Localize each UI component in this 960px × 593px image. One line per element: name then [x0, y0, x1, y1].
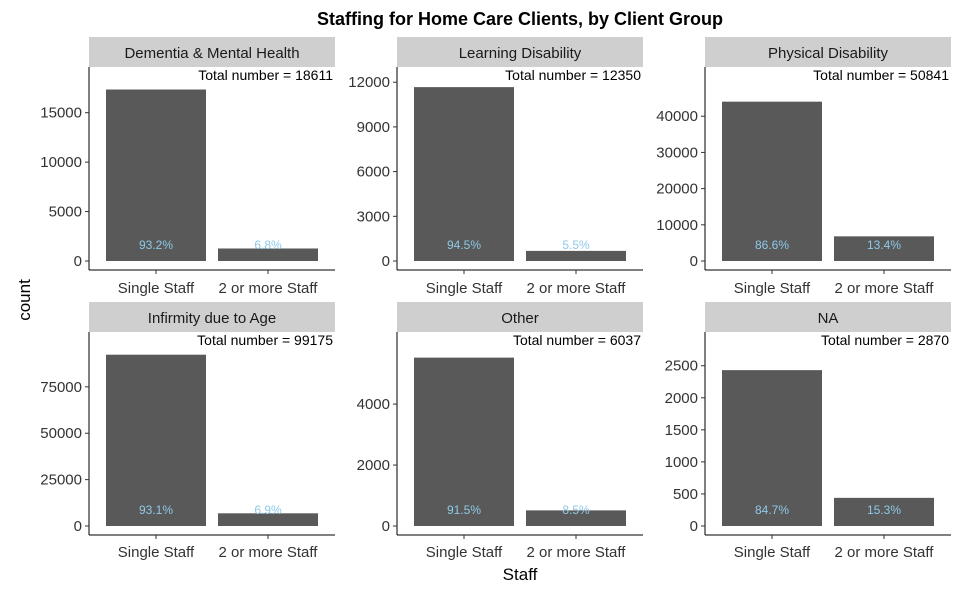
- bar: [722, 370, 822, 526]
- facet-strip-label: Other: [501, 310, 539, 327]
- y-tick-label: 50000: [40, 425, 82, 442]
- percent-label: 93.2%: [139, 238, 173, 252]
- bar: [834, 497, 934, 526]
- facet-panel: Learning Disability 94.5% 5.5% Total number…: [348, 37, 643, 297]
- total-label: Total number = 99175: [197, 332, 333, 348]
- bar: [106, 89, 206, 261]
- facet-strip-label: Dementia & Mental Health: [124, 45, 299, 62]
- y-tick-label: 1500: [665, 422, 698, 439]
- x-tick-label: 2 or more Staff: [835, 544, 935, 561]
- percent-label: 91.5%: [447, 503, 481, 517]
- bar: [526, 510, 626, 526]
- x-tick-label: Single Staff: [118, 280, 195, 297]
- total-label: Total number = 2870: [821, 332, 949, 348]
- facet-strip: [89, 302, 335, 332]
- y-tick-label: 3000: [357, 208, 390, 225]
- bar: [106, 354, 206, 526]
- x-tick-label: 2 or more Staff: [527, 544, 627, 561]
- percent-label: 6.9%: [254, 503, 282, 517]
- facet-panel: Physical Disability 86.6% 13.4% Total numbe…: [656, 37, 951, 297]
- y-tick-label: 15000: [40, 105, 82, 122]
- y-tick-label: 10000: [40, 154, 82, 171]
- y-tick-label: 20000: [656, 181, 698, 198]
- y-tick-label: 5000: [49, 204, 82, 221]
- x-tick-label: 2 or more Staff: [219, 280, 319, 297]
- y-tick-label: 2000: [357, 457, 390, 474]
- facet-strip-label: Infirmity due to Age: [148, 310, 276, 327]
- y-tick-label: 9000: [357, 119, 390, 136]
- y-tick-label: 500: [673, 486, 698, 503]
- facet-strip-label: Physical Disability: [768, 45, 889, 62]
- x-tick-label: 2 or more Staff: [219, 544, 319, 561]
- percent-label: 15.3%: [867, 503, 901, 517]
- y-tick-label: 2000: [665, 390, 698, 407]
- y-tick-label: 0: [74, 253, 82, 270]
- percent-label: 94.5%: [447, 238, 481, 252]
- bar: [834, 236, 934, 261]
- bar: [218, 248, 318, 261]
- facet-strip: [397, 302, 643, 332]
- percent-label: 6.8%: [254, 238, 282, 252]
- x-tick-label: Single Staff: [426, 544, 503, 561]
- facet-panel: Dementia & Mental Health 93.2% 6.8% Total n…: [40, 37, 335, 297]
- x-tick-label: 2 or more Staff: [527, 280, 627, 297]
- bar: [218, 513, 318, 526]
- bar: [414, 87, 514, 261]
- y-tick-label: 75000: [40, 379, 82, 396]
- facet-strip: [705, 37, 951, 67]
- x-axis-title: Staff: [503, 565, 538, 584]
- y-tick-label: 1000: [665, 454, 698, 471]
- y-tick-label: 4000: [357, 396, 390, 413]
- x-tick-label: Single Staff: [118, 544, 195, 561]
- y-tick-label: 0: [74, 518, 82, 535]
- facet-strip: [397, 37, 643, 67]
- y-tick-label: 0: [382, 253, 390, 270]
- y-tick-label: 10000: [656, 217, 698, 234]
- facet-panel: NA 84.7% 15.3% Total number = 2870 0 500 1000 1…: [665, 302, 951, 561]
- percent-label: 86.6%: [755, 238, 789, 252]
- facet-strip: [89, 37, 335, 67]
- percent-label: 13.4%: [867, 238, 901, 252]
- chart-title: Staffing for Home Care Clients, by Clien…: [317, 9, 723, 29]
- facet-strip-label: NA: [818, 310, 839, 327]
- x-tick-label: Single Staff: [734, 544, 811, 561]
- y-tick-label: 40000: [656, 108, 698, 125]
- y-tick-label: 0: [382, 518, 390, 535]
- percent-label: 84.7%: [755, 503, 789, 517]
- total-label: Total number = 18611: [198, 67, 333, 83]
- x-tick-label: Single Staff: [426, 280, 503, 297]
- y-tick-label: 30000: [656, 144, 698, 161]
- bar: [526, 250, 626, 261]
- y-tick-label: 2500: [665, 358, 698, 375]
- bar: [414, 357, 514, 526]
- x-tick-label: 2 or more Staff: [835, 280, 935, 297]
- y-tick-label: 0: [690, 253, 698, 270]
- facet-strip: [705, 302, 951, 332]
- total-label: Total number = 6037: [513, 332, 641, 348]
- y-tick-label: 0: [690, 518, 698, 535]
- y-tick-label: 12000: [348, 74, 390, 91]
- percent-label: 93.1%: [139, 503, 173, 517]
- total-label: Total number = 12350: [505, 67, 641, 83]
- y-tick-label: 25000: [40, 472, 82, 489]
- facet-strip-label: Learning Disability: [459, 45, 582, 62]
- facet-panel: Infirmity due to Age 93.1% 6.9% Total numbe…: [40, 302, 335, 561]
- bar: [722, 101, 822, 261]
- percent-label: 5.5%: [562, 238, 590, 252]
- y-tick-label: 6000: [357, 164, 390, 181]
- total-label: Total number = 50841: [813, 67, 949, 83]
- x-tick-label: Single Staff: [734, 280, 811, 297]
- facet-panel: Other 91.5% 8.5% Total number = 6037 0 2000 40…: [357, 302, 643, 561]
- y-axis-title: count: [15, 279, 34, 321]
- percent-label: 8.5%: [562, 503, 590, 517]
- facet-panels: Dementia & Mental Health 93.2% 6.8% Total n…: [40, 37, 951, 561]
